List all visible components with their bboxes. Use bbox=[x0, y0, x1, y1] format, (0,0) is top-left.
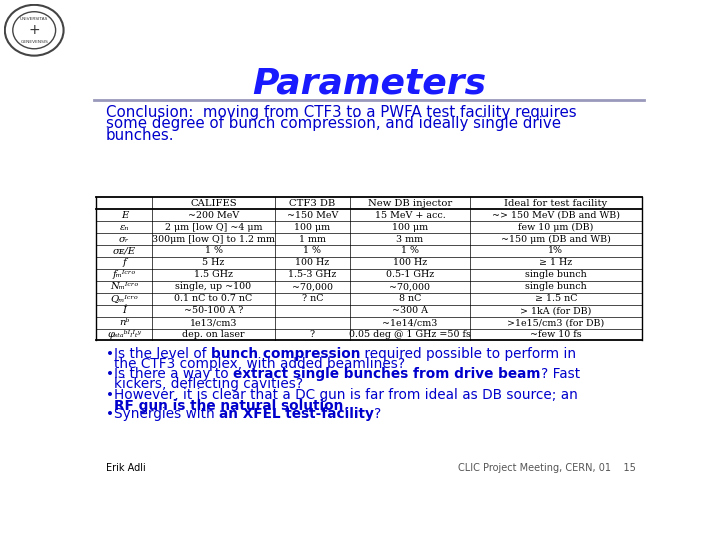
Text: ≥ 1 Hz: ≥ 1 Hz bbox=[539, 258, 572, 267]
Text: Nₘᴵᶜʳᵒ: Nₘᴵᶜʳᵒ bbox=[110, 282, 138, 291]
Text: 100 μm: 100 μm bbox=[392, 222, 428, 232]
Text: CTF3 DB: CTF3 DB bbox=[289, 199, 336, 208]
Text: σᵣ: σᵣ bbox=[119, 234, 130, 244]
Text: f: f bbox=[122, 258, 126, 267]
Text: dep. on laser: dep. on laser bbox=[182, 330, 245, 339]
Text: Qₘᴵᶜʳᵒ: Qₘᴵᶜʳᵒ bbox=[110, 294, 138, 303]
Text: ~> 150 MeV (DB and WB): ~> 150 MeV (DB and WB) bbox=[492, 211, 620, 220]
Text: ~70,000: ~70,000 bbox=[292, 282, 333, 291]
Text: Synergies with: Synergies with bbox=[114, 407, 219, 421]
Text: bunch compression: bunch compression bbox=[211, 347, 361, 361]
Text: ? nC: ? nC bbox=[302, 294, 323, 303]
Text: ~50-100 A ?: ~50-100 A ? bbox=[184, 306, 243, 315]
Text: the CTF3 complex, with added beamlines?: the CTF3 complex, with added beamlines? bbox=[114, 357, 405, 371]
Text: 1%: 1% bbox=[549, 246, 563, 255]
Text: •: • bbox=[106, 407, 114, 421]
Text: •: • bbox=[106, 347, 114, 361]
Text: extract single bunches from drive beam: extract single bunches from drive beam bbox=[233, 367, 541, 381]
Text: GENEVENSIS: GENEVENSIS bbox=[20, 40, 48, 44]
Text: CLIC Project Meeting, CERN, 01    15: CLIC Project Meeting, CERN, 01 15 bbox=[459, 463, 636, 473]
Text: 0.5-1 GHz: 0.5-1 GHz bbox=[386, 271, 434, 279]
Text: 1 %: 1 % bbox=[303, 246, 321, 255]
Text: 3 mm: 3 mm bbox=[396, 234, 423, 244]
Text: kickers, deflecting cavities?: kickers, deflecting cavities? bbox=[114, 377, 303, 391]
Text: UNIVERSITAS: UNIVERSITAS bbox=[20, 17, 48, 21]
Text: 1e13/cm3: 1e13/cm3 bbox=[190, 318, 238, 327]
Text: 0.05 deg @ 1 GHz =50 fs: 0.05 deg @ 1 GHz =50 fs bbox=[349, 330, 471, 339]
Text: an XFEL test-facility: an XFEL test-facility bbox=[219, 407, 374, 421]
Text: 0.1 nC to 0.7 nC: 0.1 nC to 0.7 nC bbox=[174, 294, 253, 303]
Text: ~150 MeV: ~150 MeV bbox=[287, 211, 338, 220]
Text: Î: Î bbox=[122, 306, 126, 315]
Text: 1.5-3 GHz: 1.5-3 GHz bbox=[288, 271, 336, 279]
Text: single bunch: single bunch bbox=[525, 282, 587, 291]
Text: .: . bbox=[343, 399, 348, 413]
Text: E: E bbox=[121, 211, 128, 220]
Text: some degree of bunch compression, and ideally single drive: some degree of bunch compression, and id… bbox=[106, 117, 560, 131]
Text: ≥ 1.5 nC: ≥ 1.5 nC bbox=[535, 294, 577, 303]
Text: 8 nC: 8 nC bbox=[399, 294, 421, 303]
Text: Is there a way to: Is there a way to bbox=[114, 367, 233, 381]
Text: 1.5 GHz: 1.5 GHz bbox=[194, 271, 233, 279]
Text: σᴇ/E: σᴇ/E bbox=[113, 246, 136, 255]
Text: ~300 A: ~300 A bbox=[392, 306, 428, 315]
Text: •: • bbox=[106, 388, 114, 402]
Text: ~70,000: ~70,000 bbox=[390, 282, 431, 291]
Text: ~few 10 fs: ~few 10 fs bbox=[530, 330, 582, 339]
Text: Erik Adli: Erik Adli bbox=[106, 463, 145, 473]
Text: 1 mm: 1 mm bbox=[299, 234, 325, 244]
Text: 100 Hz: 100 Hz bbox=[295, 258, 329, 267]
Text: However, it is clear that a DC gun is far from ideal as DB source; an: However, it is clear that a DC gun is fa… bbox=[114, 388, 578, 402]
Text: +: + bbox=[28, 23, 40, 37]
Text: ?: ? bbox=[374, 407, 382, 421]
Text: New DB injector: New DB injector bbox=[368, 199, 452, 208]
Text: nᵇ: nᵇ bbox=[119, 318, 130, 327]
Text: 1 %: 1 % bbox=[401, 246, 419, 255]
Text: 1 %: 1 % bbox=[204, 246, 222, 255]
Text: ~1e14/cm3: ~1e14/cm3 bbox=[382, 318, 438, 327]
Text: ~150 μm (DB and WB): ~150 μm (DB and WB) bbox=[501, 234, 611, 244]
Text: 100 Hz: 100 Hz bbox=[393, 258, 427, 267]
Text: > 1kA (for DB): > 1kA (for DB) bbox=[520, 306, 592, 315]
Text: RF gun is the natural solution: RF gun is the natural solution bbox=[114, 399, 343, 413]
Text: bunches.: bunches. bbox=[106, 128, 174, 143]
Text: 300μm [low Q] to 1.2 mm: 300μm [low Q] to 1.2 mm bbox=[152, 234, 275, 244]
Text: required possible to perform in: required possible to perform in bbox=[361, 347, 577, 361]
Text: φₛₜₐᵇᴵₗᴵₜʸ: φₛₜₐᵇᴵₗᴵₜʸ bbox=[107, 330, 141, 339]
Text: 100 μm: 100 μm bbox=[294, 222, 330, 232]
Text: Parameters: Parameters bbox=[252, 66, 486, 100]
Text: •: • bbox=[106, 367, 114, 381]
Text: ?: ? bbox=[310, 330, 315, 339]
Text: Ideal for test facility: Ideal for test facility bbox=[504, 199, 608, 208]
Text: Conclusion:  moving from CTF3 to a PWFA test facility requires: Conclusion: moving from CTF3 to a PWFA t… bbox=[106, 105, 576, 120]
Text: εₙ: εₙ bbox=[120, 222, 129, 232]
Text: single bunch: single bunch bbox=[525, 271, 587, 279]
Text: Is the level of: Is the level of bbox=[114, 347, 211, 361]
Text: 15 MeV + acc.: 15 MeV + acc. bbox=[374, 211, 445, 220]
Text: 2 μm [low Q] ~4 μm: 2 μm [low Q] ~4 μm bbox=[165, 222, 262, 232]
Text: few 10 μm (DB): few 10 μm (DB) bbox=[518, 222, 593, 232]
Text: >1e15/cm3 (for DB): >1e15/cm3 (for DB) bbox=[508, 318, 605, 327]
Text: 5 Hz: 5 Hz bbox=[202, 258, 225, 267]
Text: ~200 MeV: ~200 MeV bbox=[188, 211, 239, 220]
Text: ? Fast: ? Fast bbox=[541, 367, 580, 381]
Text: single, up ~100: single, up ~100 bbox=[176, 282, 251, 291]
Text: fₘᴵᶜʳᵒ: fₘᴵᶜʳᵒ bbox=[112, 271, 136, 279]
Text: CALIFES: CALIFES bbox=[190, 199, 237, 208]
